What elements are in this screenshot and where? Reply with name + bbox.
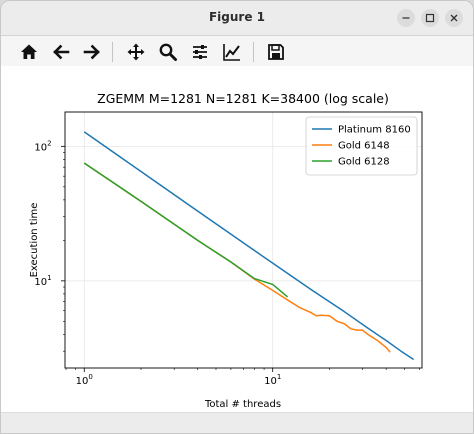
maximize-button[interactable] bbox=[421, 9, 439, 27]
configure-subplots-button[interactable] bbox=[187, 39, 213, 65]
maximize-icon bbox=[425, 13, 435, 23]
grid bbox=[65, 112, 422, 368]
series-group bbox=[83, 131, 415, 361]
minimize-button[interactable] bbox=[397, 9, 415, 27]
edit-axis-button[interactable] bbox=[219, 39, 245, 65]
save-icon bbox=[268, 44, 284, 60]
toolbar-separator bbox=[253, 42, 254, 62]
status-bar bbox=[1, 412, 473, 433]
y-axis-label: Execution time bbox=[29, 203, 40, 278]
legend-box bbox=[305, 116, 418, 176]
legend: Platinum 8160 Gold 6148 Gold 6128 bbox=[305, 116, 418, 176]
window-title: Figure 1 bbox=[208, 10, 266, 24]
save-button[interactable] bbox=[263, 39, 289, 65]
forward-button[interactable] bbox=[79, 39, 105, 65]
zoom-button[interactable] bbox=[155, 39, 181, 65]
minimize-icon bbox=[402, 17, 410, 19]
back-arrow-icon bbox=[53, 44, 70, 60]
home-icon bbox=[21, 44, 37, 59]
x-axis-label: Total # threads bbox=[204, 399, 281, 410]
pan-button[interactable] bbox=[123, 39, 149, 65]
toolbar-separator bbox=[112, 42, 113, 62]
zoom-icon bbox=[159, 43, 177, 61]
edit-axis-icon bbox=[223, 44, 240, 61]
configure-subplots-icon bbox=[193, 45, 207, 59]
close-icon bbox=[450, 14, 458, 22]
pan-icon bbox=[127, 43, 145, 61]
home-button[interactable] bbox=[16, 39, 42, 65]
y-tick-label: 102 bbox=[34, 139, 51, 153]
legend-label: Gold 6148 bbox=[338, 141, 390, 152]
legend-label: Platinum 8160 bbox=[338, 125, 411, 136]
series-line-3 bbox=[83, 162, 289, 298]
figure-canvas[interactable]: 100 101 101 102 ZGEMM M=1281 N=1281 K=38400… bbox=[1, 66, 473, 412]
navigation-toolbar bbox=[1, 36, 473, 66]
title-bar: Figure 1 bbox=[1, 1, 473, 36]
chart-title: ZGEMM M=1281 N=1281 K=38400 (log scale) bbox=[97, 91, 389, 106]
x-tick-label: 100 bbox=[76, 373, 93, 387]
close-button[interactable] bbox=[445, 9, 463, 27]
legend-label: Gold 6128 bbox=[338, 157, 390, 168]
series-line-1 bbox=[83, 131, 415, 361]
x-tick-label: 101 bbox=[264, 373, 281, 387]
back-button[interactable] bbox=[48, 39, 74, 65]
forward-arrow-icon bbox=[83, 44, 100, 60]
